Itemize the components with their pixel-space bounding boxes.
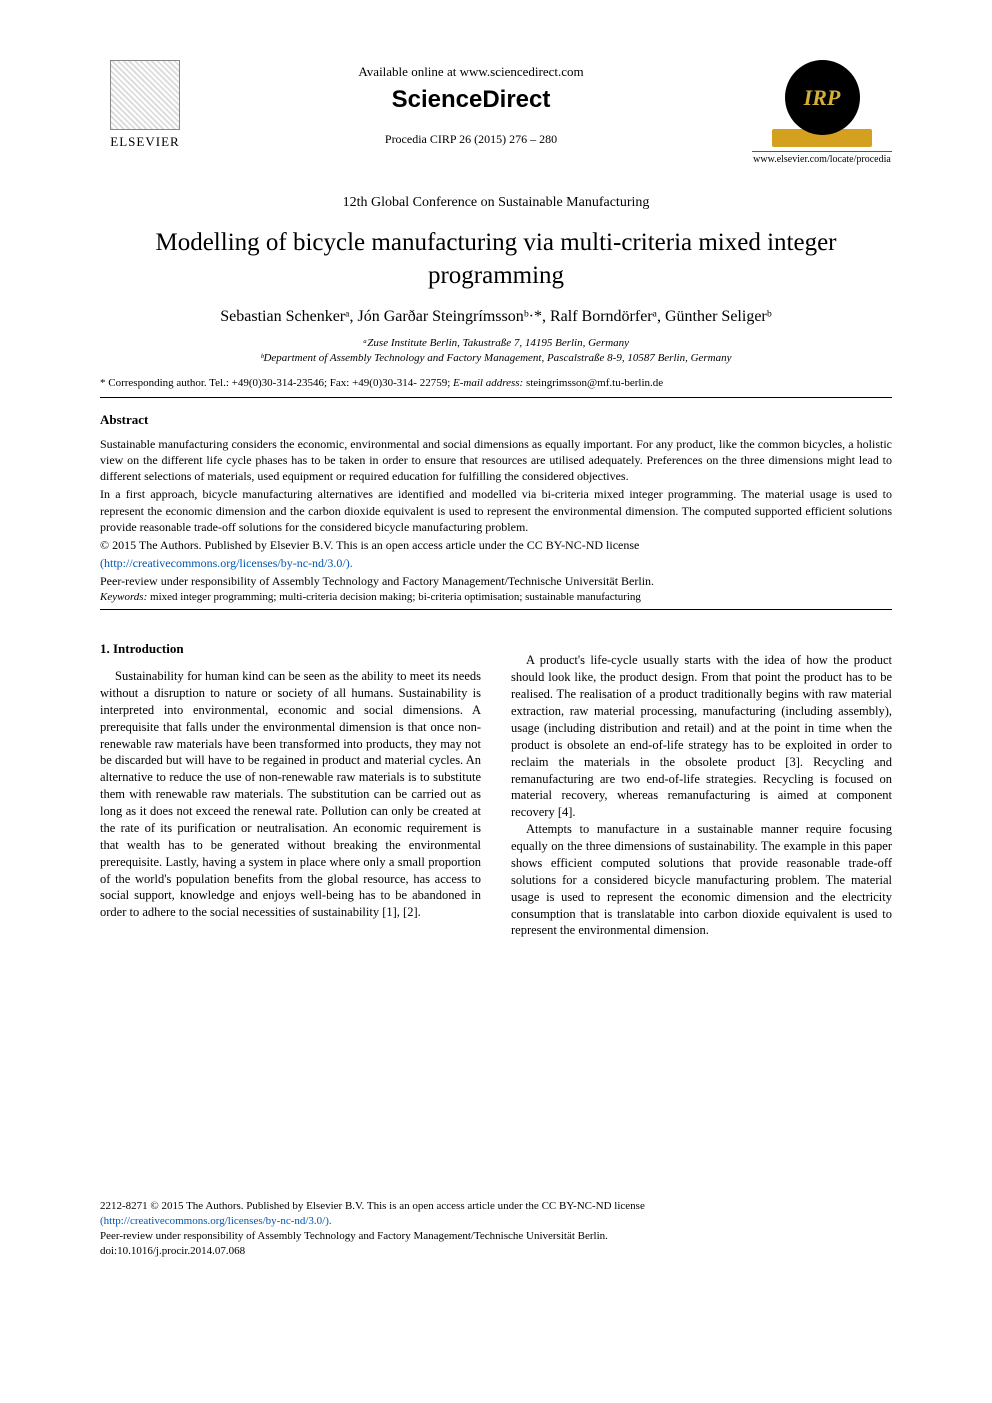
footer-doi: doi:10.1016/j.procir.2014.07.068 bbox=[100, 1244, 892, 1259]
footer-peer-review: Peer-review under responsibility of Asse… bbox=[100, 1229, 892, 1244]
keywords: Keywords: mixed integer programming; mul… bbox=[100, 591, 892, 603]
intro-p2: A product's life-cycle usually starts wi… bbox=[511, 652, 892, 821]
intro-p1: Sustainability for human kind can be see… bbox=[100, 668, 481, 921]
abstract-body: Sustainable manufacturing considers the … bbox=[100, 436, 892, 590]
abstract-heading: Abstract bbox=[100, 412, 892, 428]
intro-p3: Attempts to manufacture in a sustainable… bbox=[511, 821, 892, 939]
cirp-label: IRP bbox=[804, 85, 841, 111]
divider bbox=[100, 397, 892, 398]
authors: Sebastian Schenkerᵃ, Jón Garðar Steingrí… bbox=[100, 308, 892, 326]
body-columns: 1. Introduction Sustainability for human… bbox=[100, 620, 892, 939]
elsevier-tree-icon bbox=[110, 60, 180, 130]
header: ELSEVIER Available online at www.science… bbox=[100, 60, 892, 165]
email-label: E-mail address: bbox=[453, 377, 523, 389]
footer-license-link[interactable]: (http://creativecommons.org/licenses/by-… bbox=[100, 1214, 892, 1229]
elsevier-logo: ELSEVIER bbox=[100, 60, 190, 150]
keywords-label: Keywords: bbox=[100, 591, 147, 603]
abstract-peer-review: Peer-review under responsibility of Asse… bbox=[100, 573, 892, 589]
affiliation-b: ᵇDepartment of Assembly Technology and F… bbox=[100, 351, 892, 366]
corresponding-author: * Corresponding author. Tel.: +49(0)30-3… bbox=[100, 377, 892, 389]
cirp-logo: IRP www.elsevier.com/locate/procedia bbox=[752, 60, 892, 165]
column-spacer bbox=[511, 620, 892, 652]
page-footer: 2212-8271 © 2015 The Authors. Published … bbox=[100, 1199, 892, 1258]
affiliation-a: ᵃZuse Institute Berlin, Takustraße 7, 14… bbox=[100, 336, 892, 351]
cirp-circle-icon: IRP bbox=[785, 60, 860, 135]
abstract-p1: Sustainable manufacturing considers the … bbox=[100, 436, 892, 485]
procedia-citation: Procedia CIRP 26 (2015) 276 – 280 bbox=[190, 132, 752, 147]
locate-url: www.elsevier.com/locate/procedia bbox=[752, 151, 892, 165]
paper-title: Modelling of bicycle manufacturing via m… bbox=[100, 227, 892, 292]
keywords-text: mixed integer programming; multi-criteri… bbox=[147, 591, 641, 603]
column-left: 1. Introduction Sustainability for human… bbox=[100, 620, 481, 939]
divider bbox=[100, 609, 892, 610]
abstract-copyright: © 2015 The Authors. Published by Elsevie… bbox=[100, 537, 892, 553]
elsevier-label: ELSEVIER bbox=[110, 134, 179, 150]
conference-name: 12th Global Conference on Sustainable Ma… bbox=[100, 195, 892, 211]
header-center: Available online at www.sciencedirect.co… bbox=[190, 60, 752, 147]
abstract-p2: In a first approach, bicycle manufacturi… bbox=[100, 486, 892, 535]
column-right: A product's life-cycle usually starts wi… bbox=[511, 620, 892, 939]
sciencedirect-brand: ScienceDirect bbox=[190, 86, 752, 114]
available-online-text: Available online at www.sciencedirect.co… bbox=[190, 64, 752, 80]
affiliations: ᵃZuse Institute Berlin, Takustraße 7, 14… bbox=[100, 336, 892, 367]
corresponding-prefix: * Corresponding author. Tel.: +49(0)30-3… bbox=[100, 377, 453, 389]
corresponding-email: steingrimsson@mf.tu-berlin.de bbox=[523, 377, 663, 389]
footer-copyright: 2212-8271 © 2015 The Authors. Published … bbox=[100, 1199, 892, 1214]
abstract-license-link[interactable]: (http://creativecommons.org/licenses/by-… bbox=[100, 555, 892, 571]
section-1-heading: 1. Introduction bbox=[100, 640, 481, 658]
